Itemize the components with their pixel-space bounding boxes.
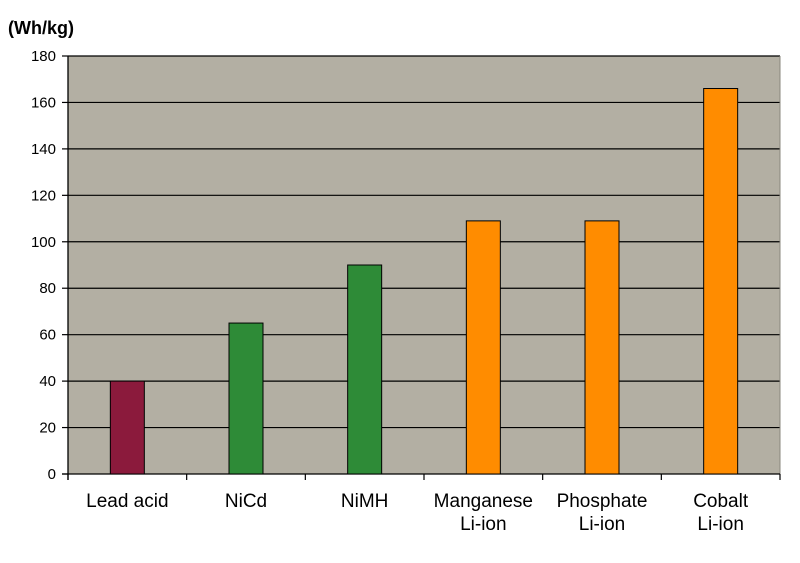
bar: [228, 322, 264, 475]
y-tick-label: 160: [31, 94, 56, 111]
bar: [347, 264, 383, 475]
bar: [109, 380, 145, 475]
x-category-label: Li-ion: [697, 514, 743, 535]
y-axis-unit-label: (Wh/kg): [8, 18, 74, 38]
x-category-label: Cobalt: [693, 491, 749, 512]
y-tick-label: 60: [39, 327, 56, 344]
y-tick-label: 100: [31, 234, 56, 251]
x-category-label: Li-ion: [579, 514, 625, 535]
bar: [584, 220, 620, 475]
bar: [465, 220, 501, 475]
x-category-label: NiMH: [341, 491, 389, 512]
plot-area: [68, 56, 780, 474]
y-tick-label: 40: [39, 373, 56, 390]
y-tick-label: 180: [31, 48, 56, 65]
bar: [703, 88, 739, 475]
x-category-label: Phosphate: [557, 491, 648, 512]
y-tick-label: 80: [39, 280, 56, 297]
x-category-label: Lead acid: [86, 491, 168, 512]
y-tick-label: 20: [39, 420, 56, 437]
y-tick-label: 140: [31, 141, 56, 158]
y-tick-label: 120: [31, 187, 56, 204]
x-category-label: Li-ion: [460, 514, 506, 535]
y-tick-label: 0: [48, 466, 56, 483]
x-category-label: Manganese: [434, 491, 533, 512]
x-category-label: NiCd: [225, 491, 267, 512]
